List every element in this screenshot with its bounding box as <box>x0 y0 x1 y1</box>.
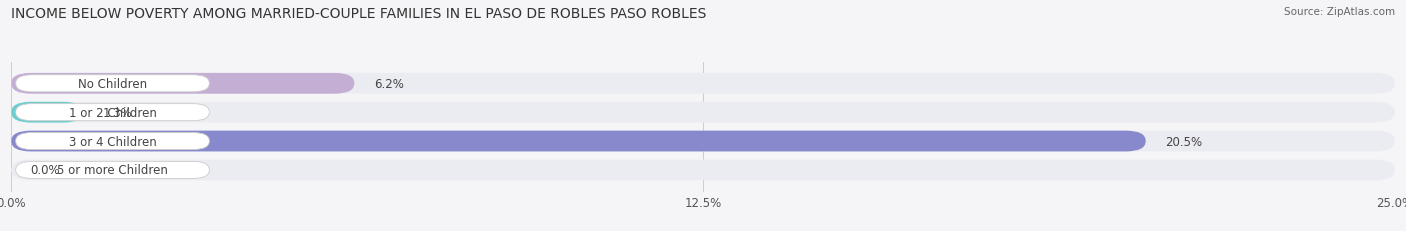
FancyBboxPatch shape <box>15 104 209 121</box>
Text: Source: ZipAtlas.com: Source: ZipAtlas.com <box>1284 7 1395 17</box>
FancyBboxPatch shape <box>11 160 1395 180</box>
Text: 5 or more Children: 5 or more Children <box>58 164 167 177</box>
FancyBboxPatch shape <box>11 74 354 94</box>
Text: 6.2%: 6.2% <box>374 77 404 90</box>
FancyBboxPatch shape <box>11 131 1395 152</box>
Text: 1 or 2 Children: 1 or 2 Children <box>69 106 156 119</box>
Text: No Children: No Children <box>77 77 148 90</box>
FancyBboxPatch shape <box>11 102 83 123</box>
FancyBboxPatch shape <box>15 162 209 179</box>
FancyBboxPatch shape <box>11 102 1395 123</box>
FancyBboxPatch shape <box>11 131 1146 152</box>
Text: INCOME BELOW POVERTY AMONG MARRIED-COUPLE FAMILIES IN EL PASO DE ROBLES PASO ROB: INCOME BELOW POVERTY AMONG MARRIED-COUPL… <box>11 7 707 21</box>
Text: 1.3%: 1.3% <box>103 106 132 119</box>
Text: 0.0%: 0.0% <box>31 164 60 177</box>
FancyBboxPatch shape <box>11 74 1395 94</box>
FancyBboxPatch shape <box>15 133 209 150</box>
Text: 3 or 4 Children: 3 or 4 Children <box>69 135 156 148</box>
Text: 20.5%: 20.5% <box>1166 135 1202 148</box>
FancyBboxPatch shape <box>15 76 209 92</box>
